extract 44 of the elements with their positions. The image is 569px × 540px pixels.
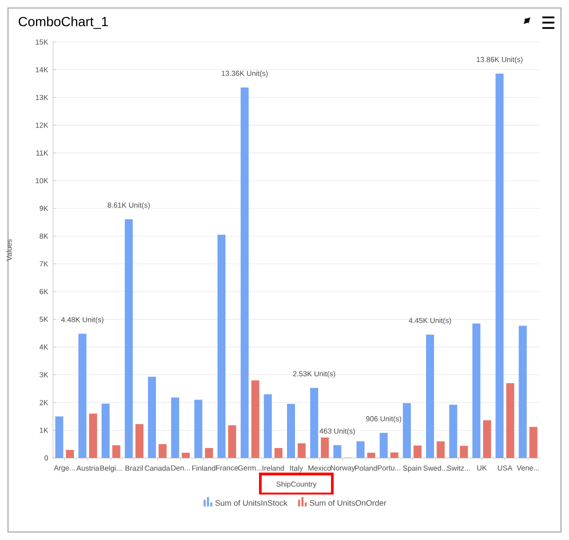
bar: [496, 74, 504, 458]
bar: [518, 326, 527, 458]
bar: [402, 403, 411, 458]
bar: [333, 445, 342, 458]
bar: [55, 416, 64, 458]
bar: [66, 450, 74, 458]
bar: [135, 424, 144, 458]
chart-title: ComboChart_1: [18, 16, 108, 29]
bar: [240, 87, 249, 458]
bar: [158, 444, 167, 458]
bar: [89, 414, 98, 458]
bar: [124, 219, 133, 458]
bar: [194, 400, 202, 458]
bar: [414, 446, 422, 458]
bar: [380, 432, 388, 458]
bar: [182, 452, 190, 458]
bar: [217, 234, 226, 458]
bar: [112, 445, 120, 458]
legend-label: Sum of UnitsOnOrder: [310, 500, 386, 506]
bar: [426, 334, 434, 458]
bar: [274, 448, 282, 458]
bar: [298, 443, 306, 458]
bar: [367, 452, 376, 458]
bar: [310, 388, 318, 458]
bar: [148, 376, 156, 458]
bar: [472, 323, 480, 458]
bar: [287, 404, 295, 458]
bar: [320, 437, 329, 458]
bar: [449, 404, 458, 458]
legend-label: Sum of UnitsInStock: [215, 500, 288, 506]
bar: [228, 425, 236, 458]
bar: [460, 446, 468, 458]
bar: [171, 398, 180, 458]
bar: [204, 448, 213, 458]
bar: [102, 404, 110, 458]
bar: [390, 452, 398, 458]
bar: [436, 441, 445, 458]
bar: [356, 441, 365, 458]
bar: [264, 394, 272, 458]
bar: [483, 420, 492, 458]
bar: [529, 426, 538, 458]
bar: [506, 383, 514, 458]
bar: [78, 334, 86, 458]
bar: [251, 380, 260, 458]
